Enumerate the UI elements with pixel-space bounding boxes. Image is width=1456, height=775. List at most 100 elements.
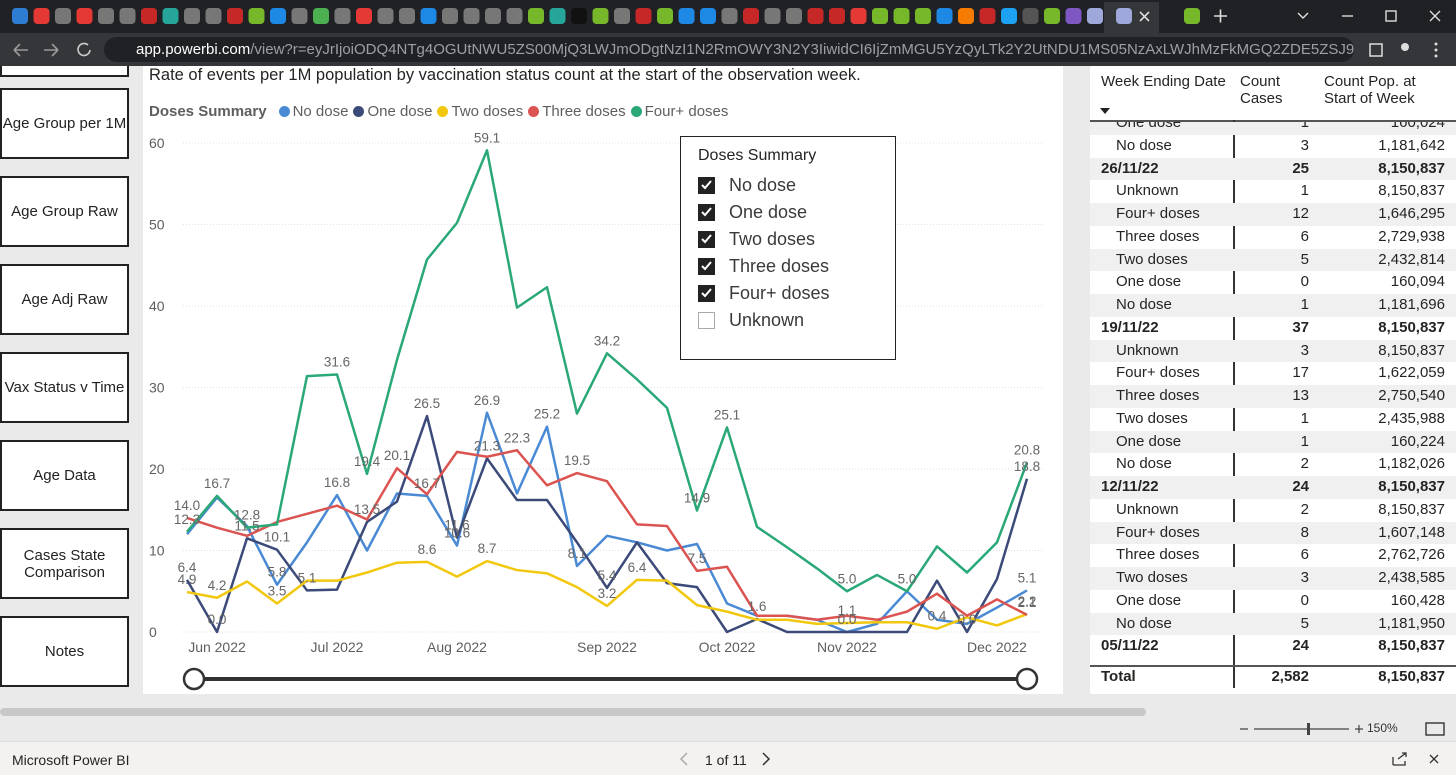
nav-button[interactable]: Notes [0, 616, 129, 687]
tab-favicon [463, 8, 480, 24]
cell-cases: 3 [1300, 341, 1309, 359]
range-slider-handle[interactable] [182, 667, 206, 691]
table-row: Three doses 6 2,729,938 [1090, 226, 1456, 249]
data-label: 22.3 [504, 430, 530, 445]
range-slider-handle[interactable] [1015, 667, 1039, 691]
cell-cases: 5 [1300, 614, 1309, 632]
legend-marker [353, 106, 365, 117]
y-tick-label: 50 [149, 217, 165, 233]
back[interactable] [13, 43, 28, 57]
nav-button[interactable]: Age Adj Raw [0, 264, 129, 335]
x-tick-label: Jul 2022 [311, 639, 364, 655]
tab-favicon [549, 8, 566, 24]
tab-favicon [205, 8, 222, 24]
checkbox[interactable] [698, 177, 715, 194]
check-path [701, 288, 712, 298]
cell-pop: 1,181,950 [1378, 614, 1445, 632]
y-tick-label: 10 [149, 543, 165, 559]
table-row: Unknown 2 8,150,837 [1090, 499, 1456, 522]
new-tab[interactable] [1214, 9, 1227, 23]
close[interactable] [1429, 10, 1441, 22]
next-page[interactable] [758, 750, 774, 768]
cell-cases: 5 [1300, 250, 1309, 268]
tab-close[interactable] [1139, 11, 1150, 22]
cell-pop: 1,181,642 [1378, 136, 1445, 154]
data-label: 3.2 [598, 586, 617, 601]
total-cases: 2,582 [1271, 668, 1309, 685]
maximize[interactable] [1385, 10, 1397, 22]
table-row: Two doses 5 2,432,814 [1090, 248, 1456, 272]
data-label: 2.2 [1018, 594, 1037, 609]
data-label: 0.0 [208, 612, 227, 627]
forward[interactable] [44, 43, 59, 57]
check-mark [701, 234, 712, 244]
group-row: 12/11/22 24 8,150,837 [1090, 476, 1456, 499]
checkbox[interactable] [698, 258, 715, 275]
nav-button[interactable]: Age Data [0, 440, 129, 511]
fit-page[interactable] [1424, 721, 1448, 737]
cell-pop: 2,432,814 [1378, 250, 1445, 268]
data-label: 5.1 [298, 570, 317, 585]
slicer-item: Two doses [729, 229, 816, 249]
menu-dot[interactable] [1434, 48, 1438, 52]
data-label: 4.2 [208, 578, 227, 593]
checkbox[interactable] [698, 312, 715, 329]
chart: 0 10 20 30 40 50 60 Jun 2022 Jul 2022 Aug 2022 Sep… [149, 130, 1043, 691]
share-icons[interactable] [1390, 749, 1450, 769]
tab-favicon [678, 8, 695, 24]
group-row: 19/11/22 37 8,150,837 [1090, 317, 1456, 340]
address-bar[interactable]: app.powerbi.com/view?r=eyJrIjoiODQ4NTg4O… [104, 37, 1354, 62]
nav-button[interactable]: Age Group per 1M [0, 88, 129, 159]
series-line [185, 414, 1029, 634]
tab-favicon [979, 8, 996, 24]
cell-label: 12/11/22 [1101, 478, 1159, 495]
tab-favicon [313, 8, 329, 24]
tab-favicon [764, 8, 781, 24]
tab-favicon [442, 8, 458, 24]
checkbox[interactable] [698, 231, 715, 248]
nav-button-partial[interactable] [0, 66, 129, 77]
total-rule [1090, 665, 1456, 667]
zoom-slider[interactable] [1236, 719, 1366, 739]
nav-button[interactable]: Vax Status v Time [0, 352, 129, 423]
series-line [186, 411, 1028, 634]
nav-button[interactable]: Cases State Comparison [0, 528, 129, 599]
table-row: Three doses 13 2,750,540 [1090, 385, 1456, 408]
cell-cases: 17 [1292, 364, 1309, 382]
nav-button[interactable]: Age Group Raw [0, 176, 129, 247]
checkbox[interactable] [698, 285, 715, 302]
toolbar: app.powerbi.com/view?r=eyJrIjoiODQ4NTg4O… [0, 33, 1456, 66]
cell-pop: 2,435,988 [1378, 409, 1445, 427]
sort-arrow[interactable] [1098, 106, 1112, 116]
data-label: 5.0 [838, 571, 857, 586]
url-host: app.powerbi.com [136, 41, 251, 58]
data-label: 0.0 [958, 612, 977, 627]
toolbar-icons [1369, 42, 1438, 58]
legend-label: Three doses [542, 103, 626, 120]
menu-dot[interactable] [1434, 54, 1438, 58]
series-line [186, 559, 1028, 630]
cell-label: No dose [1116, 455, 1172, 473]
tab-favicon [12, 8, 28, 24]
tab-search[interactable] [1297, 12, 1309, 19]
prev-page[interactable] [676, 750, 692, 768]
table-row: Unknown 3 8,150,837 [1090, 339, 1456, 363]
data-label: 31.6 [324, 354, 350, 369]
data-label: 1.6 [748, 599, 767, 614]
tab-favicon [1116, 8, 1132, 24]
scrollbar[interactable] [0, 708, 1146, 716]
data-label: 12.8 [234, 508, 260, 523]
slicer-item: No dose [729, 175, 797, 195]
sidebar-icon[interactable] [1369, 43, 1383, 57]
reload[interactable] [77, 42, 91, 57]
checkbox[interactable] [698, 204, 715, 221]
data-label: 11.5 [234, 518, 259, 533]
cell-label: Four+ doses [1116, 364, 1200, 382]
profile-icon[interactable] [1401, 43, 1409, 51]
tab-favicon [592, 8, 609, 24]
slicer-item: Four+ doses [729, 283, 830, 303]
legend-label: One dose [367, 103, 433, 120]
cell-label: No dose [1116, 296, 1172, 313]
menu-dot[interactable] [1434, 42, 1438, 46]
